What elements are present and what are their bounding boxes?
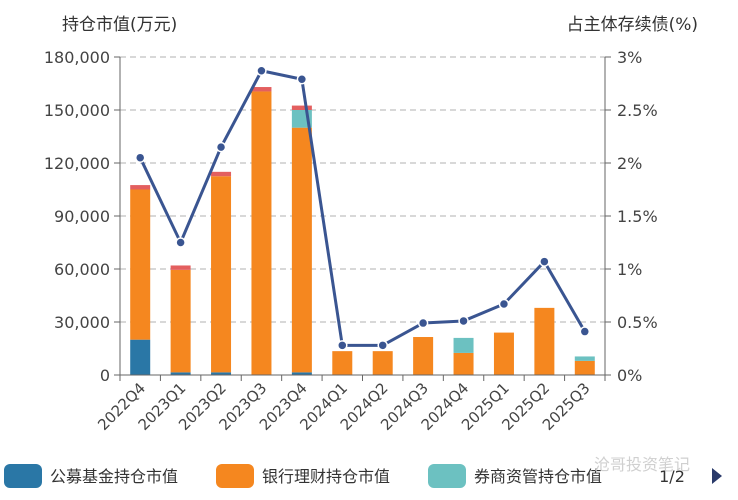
bar-segment-3 [211,171,232,177]
share-point [377,340,388,351]
bar-segment-3 [130,185,151,190]
bar-segment-1 [534,307,555,375]
share-point [134,152,146,163]
y-tick-label: 120,000 [44,154,110,173]
bar-segment-1 [413,337,434,375]
bar-segment-1 [170,269,191,373]
share-point [256,65,267,77]
y-tick-label: 90,000 [54,207,110,226]
bar-segment-1 [453,352,474,375]
share-point [215,141,227,153]
bar-segment-0 [211,372,232,375]
share-point [579,326,591,337]
bar-segment-1 [574,360,595,375]
bar-series [130,87,595,375]
share-line [138,69,587,347]
bar-segment-1 [493,332,514,375]
y2-tick-label: 0% [617,366,642,385]
y-tick-label: 150,000 [44,101,110,120]
bar-segment-3 [251,87,272,92]
watermark: 沧哥投资笔记 [594,455,690,474]
bar-segment-2 [453,337,474,353]
legend: 公募基金持仓市值 银行理财持仓市值 券商资管持仓市值 [4,464,602,488]
y2-tick-label: 1.5% [617,207,658,226]
share-point [539,256,550,267]
bar-segment-1 [251,91,272,375]
bar-segment-3 [170,265,191,270]
y-tick-label: 30,000 [54,313,110,332]
share-point [337,340,348,351]
right-axis-title: 占主体存续债(%) [567,15,698,35]
y2-tick-label: 2.5% [617,101,658,120]
share-point [296,74,308,85]
bar-segment-1 [130,189,151,340]
grid-lines [120,56,605,323]
y2-tick-label: 1% [617,260,642,279]
bar-segment-0 [291,372,312,375]
y-tick-label: 0 [100,366,110,385]
y-tick-label: 60,000 [54,260,110,279]
legend-swatch[interactable] [4,464,42,488]
y2-tick-label: 3% [617,48,642,67]
legend-label[interactable]: 券商资管持仓市值 [474,467,602,486]
legend-next-arrow-icon[interactable] [712,468,722,484]
y2-tick-label: 0.5% [617,313,658,332]
bar-segment-0 [130,339,151,375]
y-tick-label: 180,000 [44,48,110,67]
legend-swatch[interactable] [428,464,466,488]
legend-label[interactable]: 银行理财持仓市值 [262,467,390,486]
bar-segment-3 [291,105,312,110]
bar-segment-0 [170,372,191,375]
bar-segment-1 [332,351,353,375]
legend-page-indicator[interactable]: 1/2 [659,467,685,486]
legend-label[interactable]: 公募基金持仓市值 [50,467,178,486]
bar-segment-1 [372,351,393,375]
line-series [134,65,591,351]
left-axis-title: 持仓市值(万元) [62,15,177,35]
bar-segment-2 [574,356,595,361]
share-point [417,317,429,329]
share-point [498,298,510,310]
legend-swatch[interactable] [216,464,254,488]
y2-tick-label: 2% [617,154,642,173]
bar-segment-1 [291,127,312,373]
share-point [458,315,469,327]
bar-segment-1 [211,176,232,373]
share-point [175,237,186,248]
